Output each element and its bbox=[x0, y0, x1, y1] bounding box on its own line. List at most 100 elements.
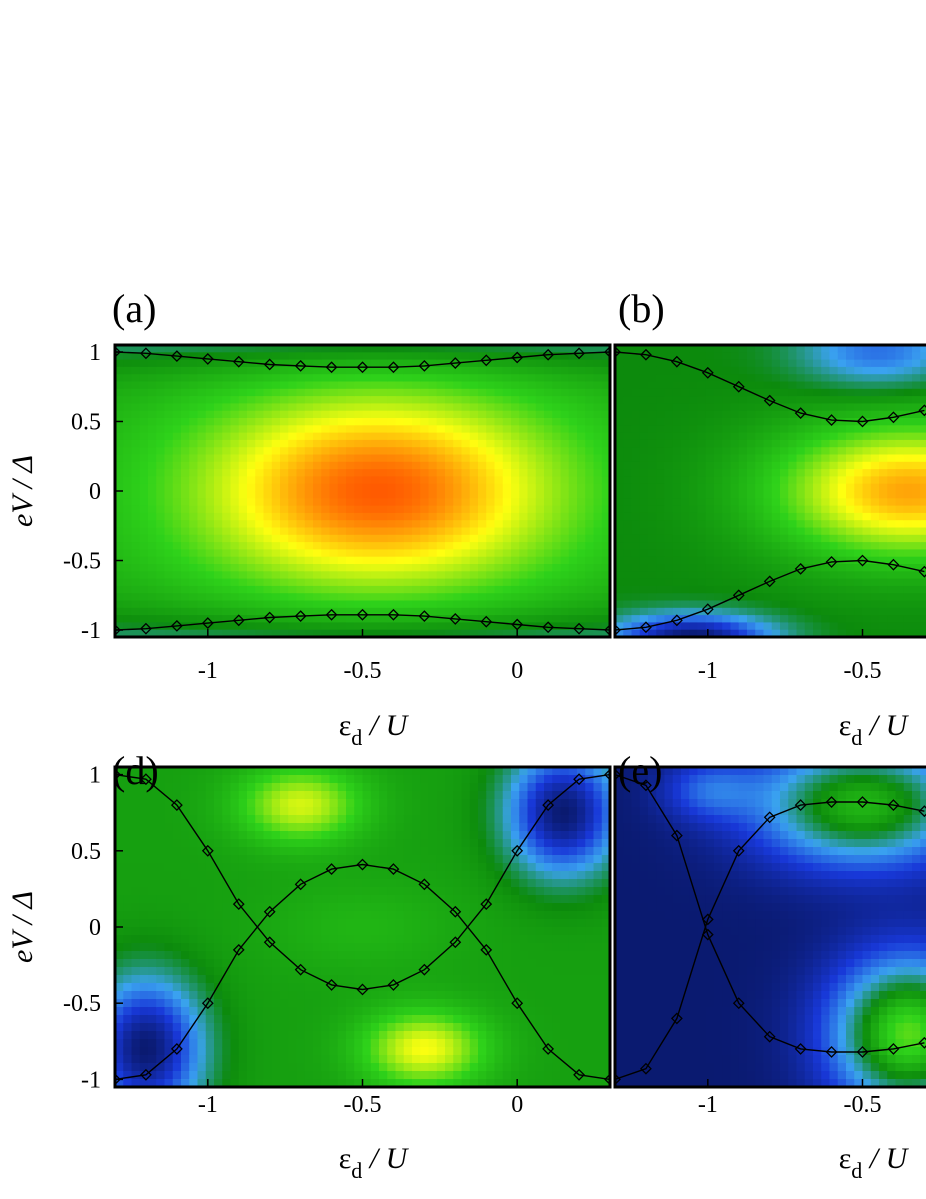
series-line-2 bbox=[115, 863, 610, 1081]
data-point bbox=[604, 346, 610, 358]
data-point bbox=[732, 844, 745, 857]
x-tick-label: -0.5 bbox=[344, 658, 382, 684]
data-point bbox=[232, 898, 245, 911]
data-point bbox=[918, 404, 926, 417]
data-point bbox=[263, 611, 276, 624]
data-point bbox=[449, 905, 462, 918]
data-point bbox=[325, 608, 338, 621]
data-point bbox=[701, 366, 714, 379]
data-point bbox=[825, 414, 838, 427]
data-point bbox=[480, 943, 493, 956]
data-point bbox=[480, 898, 493, 911]
data-point bbox=[670, 829, 683, 842]
data-point bbox=[604, 1073, 610, 1086]
data-point bbox=[918, 805, 926, 818]
series-line-1 bbox=[615, 351, 925, 423]
x-axis-label: εd / U bbox=[339, 709, 410, 750]
data-point bbox=[294, 359, 307, 372]
data-point bbox=[325, 863, 338, 876]
y-tick-label: -0.5 bbox=[63, 549, 101, 575]
data-point bbox=[794, 799, 807, 812]
x-tick-label: -1 bbox=[698, 1092, 718, 1118]
panel-label: (b) bbox=[618, 286, 665, 331]
data-point bbox=[115, 346, 121, 358]
data-point bbox=[856, 415, 869, 428]
data-point bbox=[701, 603, 714, 616]
data-point bbox=[856, 796, 869, 808]
data-point bbox=[263, 358, 276, 371]
panel-d: -1 -0.5 0 1 0.5 0 -0.5 -1 eV / Δ εd / U (d) bbox=[6, 748, 612, 1183]
data-point bbox=[418, 963, 431, 976]
heatmap bbox=[115, 767, 610, 1087]
data-point bbox=[640, 348, 652, 361]
data-point bbox=[418, 878, 431, 891]
y-tick-label: -1 bbox=[81, 618, 101, 644]
y-tick-label: 1 bbox=[89, 340, 101, 366]
data-point bbox=[418, 359, 431, 372]
data-point bbox=[511, 351, 524, 364]
data-point bbox=[140, 622, 152, 635]
data-point bbox=[763, 575, 776, 588]
panel-a: -1 -0.5 0 1 0.5 0 -0.5 -1 eV / Δ εd / U (a) bbox=[6, 286, 612, 750]
data-point bbox=[732, 380, 745, 393]
data-point bbox=[573, 347, 585, 360]
data-point bbox=[201, 997, 214, 1010]
data-point bbox=[170, 799, 183, 812]
data-point bbox=[449, 936, 462, 949]
data-point bbox=[115, 1073, 121, 1086]
data-point bbox=[918, 1036, 926, 1049]
data-point bbox=[263, 936, 276, 949]
x-axis-label: εd / U bbox=[839, 709, 910, 750]
data-point bbox=[615, 1073, 621, 1086]
data-point bbox=[573, 773, 585, 786]
x-tick-label: -1 bbox=[198, 1092, 218, 1118]
data-point bbox=[170, 619, 183, 632]
series-line-1 bbox=[615, 773, 925, 1053]
data-point bbox=[511, 997, 524, 1010]
data-point bbox=[732, 997, 745, 1010]
data-point bbox=[825, 555, 838, 568]
data-point bbox=[115, 768, 121, 781]
x-tick-label: 0 bbox=[511, 658, 523, 684]
data-point bbox=[887, 799, 900, 812]
data-point bbox=[511, 844, 524, 857]
data-point bbox=[263, 905, 276, 918]
data-point bbox=[763, 394, 776, 407]
x-axis-label: εd / U bbox=[339, 1142, 410, 1183]
data-point bbox=[480, 354, 493, 367]
data-point bbox=[387, 863, 400, 876]
data-point bbox=[418, 610, 431, 623]
data-point bbox=[201, 844, 214, 857]
data-point bbox=[887, 411, 900, 424]
panel-e: -1 -0.5 εd / U (e) bbox=[613, 748, 926, 1183]
data-point bbox=[449, 357, 462, 369]
x-axis-label: εd / U bbox=[839, 1142, 910, 1183]
data-point bbox=[294, 878, 307, 891]
panel-label: (d) bbox=[112, 748, 159, 793]
data-point bbox=[387, 361, 400, 374]
data-point bbox=[449, 613, 462, 625]
data-point bbox=[542, 621, 555, 634]
data-point bbox=[140, 1068, 152, 1081]
y-tick-label: 0.5 bbox=[71, 839, 101, 865]
data-point bbox=[670, 1012, 683, 1025]
data-point bbox=[140, 773, 152, 786]
data-point bbox=[887, 558, 900, 571]
data-point bbox=[170, 1042, 183, 1055]
data-point bbox=[670, 614, 683, 627]
data-point bbox=[887, 1042, 900, 1055]
data-point bbox=[201, 352, 214, 365]
data-point bbox=[294, 963, 307, 976]
data-point bbox=[604, 624, 610, 636]
data-point bbox=[640, 1062, 652, 1075]
data-point bbox=[732, 589, 745, 602]
data-point bbox=[763, 811, 776, 824]
series-line-1 bbox=[115, 351, 610, 368]
data-point bbox=[325, 361, 338, 374]
x-tick-label: -1 bbox=[198, 658, 218, 684]
data-point bbox=[701, 928, 714, 941]
data-point bbox=[763, 1030, 776, 1043]
data-point bbox=[794, 1042, 807, 1055]
data-point bbox=[542, 1042, 555, 1055]
